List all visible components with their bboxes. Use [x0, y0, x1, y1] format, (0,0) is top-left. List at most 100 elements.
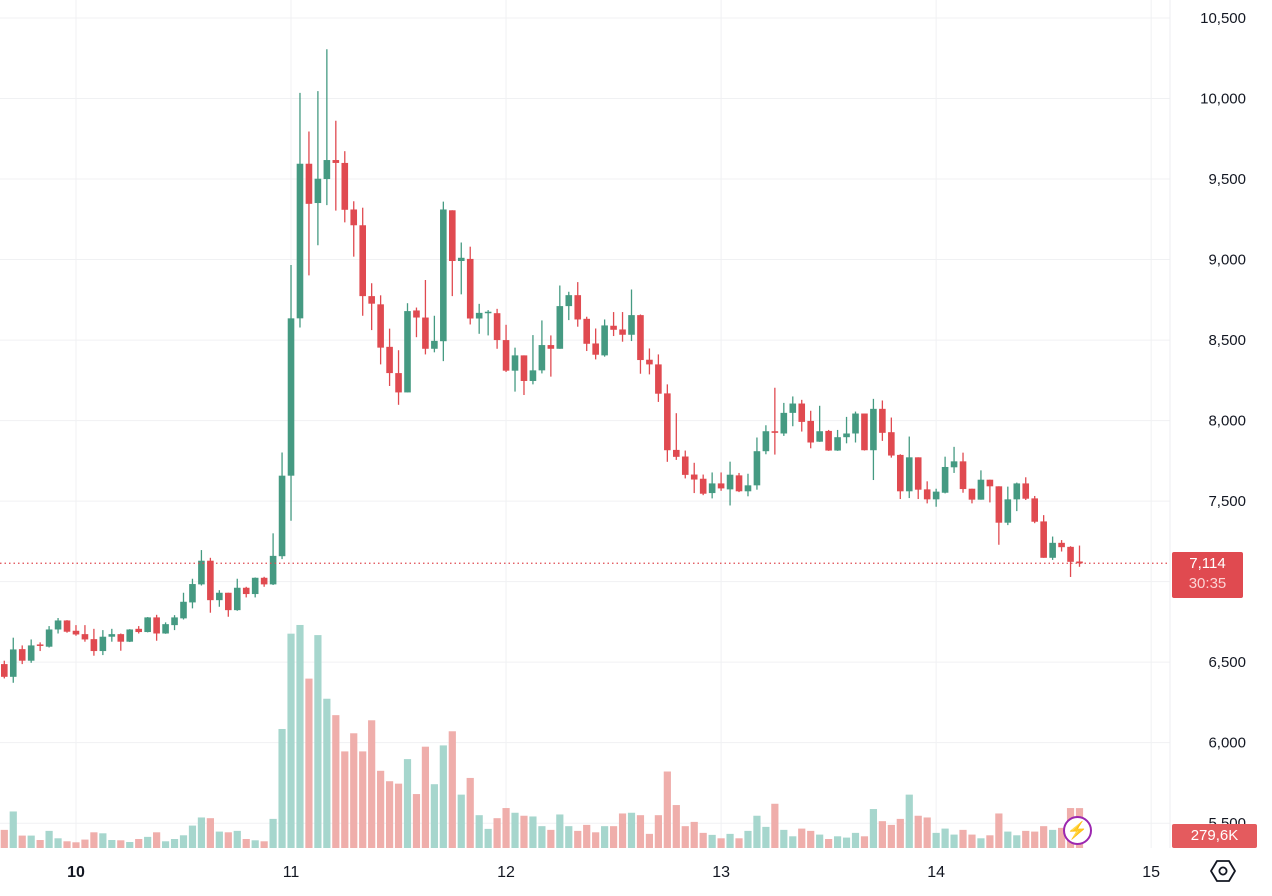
time-axis-label: 15 [1142, 864, 1160, 881]
volume-bar [726, 833, 734, 848]
volume-bar [932, 832, 940, 848]
volume-bar [744, 830, 752, 848]
candle-body [717, 483, 725, 489]
volume-bar [457, 794, 465, 848]
candle [1031, 495, 1038, 524]
candle [9, 637, 17, 683]
candle [278, 452, 286, 560]
volume-bar [636, 815, 645, 848]
volume-bar [412, 794, 421, 848]
volume-bar [771, 803, 779, 848]
candle-body [1076, 561, 1083, 564]
candle [565, 291, 573, 321]
volume-bar [627, 812, 636, 848]
candle-body [350, 209, 358, 226]
volume-bar [161, 841, 170, 848]
price-axis-label: 9,000 [1208, 252, 1246, 269]
candle-body [744, 485, 752, 492]
candle-body [905, 457, 913, 492]
time-axis-label: 12 [497, 864, 515, 881]
candle-body [27, 645, 35, 661]
candle-body [278, 475, 286, 557]
candle-body [556, 306, 564, 349]
candle [314, 91, 322, 246]
candle-body [753, 451, 761, 486]
candle [502, 324, 510, 372]
candle [135, 626, 142, 634]
volume-bars [0, 624, 1084, 848]
candle-body [583, 318, 590, 344]
candle-body [269, 555, 277, 585]
volume-bar [995, 813, 1003, 848]
candle [350, 201, 358, 257]
candle [242, 586, 250, 598]
candle [905, 436, 913, 499]
volume-bar [717, 838, 725, 848]
volume-bar [968, 834, 976, 848]
volume-bar [90, 832, 98, 848]
candle-body [457, 257, 465, 262]
candle [1049, 536, 1056, 560]
volume-bar [538, 826, 546, 848]
price-axis-label: 10,000 [1200, 91, 1246, 108]
candle-body [377, 304, 384, 348]
candle-body [628, 315, 635, 335]
volume-bar [547, 829, 555, 848]
candle-body [207, 560, 214, 601]
volume-bar [36, 840, 44, 848]
volume-bar [9, 811, 17, 848]
candle-body [538, 345, 546, 371]
candle-body [798, 403, 806, 422]
volume-bar [126, 842, 134, 848]
candle-body [386, 346, 393, 374]
time-axis[interactable]: 10 11 12 13 14 15 [67, 864, 1160, 881]
candle-body [1058, 542, 1065, 548]
candle [251, 577, 259, 598]
lightning-icon[interactable]: ⚡ [1063, 816, 1092, 845]
candle [914, 457, 922, 500]
candle [449, 210, 456, 297]
candle-body [466, 258, 474, 319]
volume-bar [359, 751, 367, 848]
candle [538, 320, 546, 374]
candle [171, 615, 178, 631]
volume-bar [699, 832, 707, 848]
candle [287, 265, 295, 521]
volume-bar [735, 838, 743, 848]
volume-bar [117, 840, 125, 848]
price-axis[interactable]: 10,500 10,000 9,500 9,000 8,500 8,000 7,500 6,5… [1200, 10, 1246, 832]
candle [726, 461, 734, 506]
candle [879, 400, 886, 441]
candle [601, 319, 608, 357]
candle [834, 429, 841, 451]
candle-body [1049, 542, 1056, 558]
candle-body [655, 364, 662, 394]
candle-body [529, 370, 537, 381]
candle [592, 328, 599, 360]
volume-bar [135, 839, 143, 848]
candle-body [950, 461, 958, 468]
candle-body [216, 592, 223, 601]
volume-bar [520, 815, 528, 848]
candle-body [771, 431, 779, 433]
candle-body [323, 160, 331, 180]
volume-bar [565, 826, 573, 848]
volume-bar [0, 829, 8, 848]
candle-body [332, 160, 340, 163]
volume-bar [860, 836, 869, 848]
candle-body [305, 163, 313, 204]
volume-bar [475, 815, 483, 848]
volume-bar [197, 817, 206, 848]
candle [162, 622, 169, 634]
candle-body [225, 592, 232, 611]
settings-icon[interactable] [1210, 858, 1236, 884]
candle [681, 450, 689, 479]
candle-body [977, 479, 985, 500]
candle-body [879, 408, 886, 433]
candle [144, 617, 151, 633]
candle [457, 242, 465, 295]
last-price-tag: 7,114 30:35 [1172, 552, 1243, 598]
candle [189, 578, 196, 609]
volume-bar [305, 678, 313, 848]
